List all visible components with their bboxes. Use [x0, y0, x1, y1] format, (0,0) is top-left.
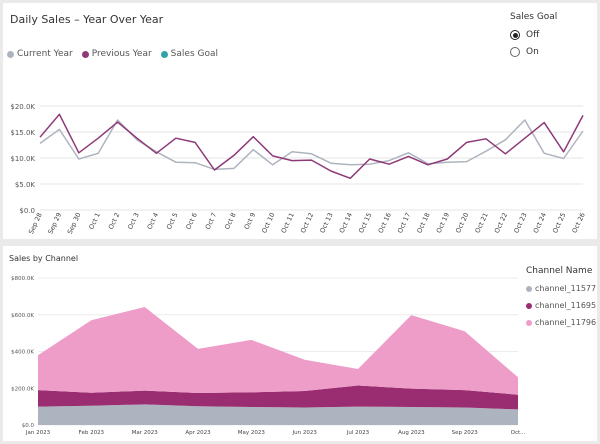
x-tick-label: Sep 30 — [66, 211, 83, 235]
x-tick-label: Oct 3 — [126, 211, 141, 230]
x-tick-label: Oct 17 — [396, 211, 412, 234]
legend-item-channel-11577[interactable]: channel_11577 — [526, 284, 596, 293]
x-tick-label: Aug 2023 — [398, 430, 425, 436]
x-tick-label: Oct 11 — [280, 211, 296, 234]
x-tick-label: Jul 2023 — [346, 430, 370, 436]
legend-dot-icon — [160, 50, 168, 58]
legend-label: Sales Goal — [170, 49, 218, 59]
x-tick-label: Oct 1 — [87, 211, 102, 230]
legend-label: Previous Year — [91, 49, 152, 59]
x-tick-label: Oct 7 — [204, 211, 219, 230]
y-tick-label: $800.0K — [11, 276, 34, 282]
x-tick-label: Oct 13 — [318, 211, 334, 234]
legend-item-sales-goal[interactable]: Sales Goal — [160, 49, 218, 59]
y-tick-label: $15.0K — [10, 129, 35, 137]
y-tick-label: $0.0 — [19, 207, 35, 215]
x-tick-label: Oct 12 — [299, 211, 315, 234]
legend-item-channel-11695[interactable]: channel_11695 — [526, 301, 596, 310]
x-tick-label: Oct 14 — [338, 211, 354, 234]
legend-dot-icon — [7, 50, 14, 58]
x-tick-label: Oct 26 — [570, 211, 586, 234]
channel-legend: Channel Name channel_11577 channel_11695… — [526, 266, 596, 335]
y-tick-label: $20.0K — [10, 103, 35, 111]
radio-selected-icon[interactable] — [510, 30, 520, 40]
x-tick-label: Oct 23 — [512, 211, 528, 234]
x-tick-label: Sep 2023 — [452, 430, 479, 436]
x-tick-label: Sep 29 — [46, 211, 63, 235]
x-tick-label: Oct 24 — [532, 211, 548, 234]
daily-sales-panel — [3, 3, 597, 239]
radio-unselected-icon[interactable] — [510, 47, 520, 57]
legend-label: channel_11796 — [535, 318, 597, 327]
x-tick-label: Apr 2023 — [185, 430, 211, 436]
y-tick-label: $0.0 — [22, 423, 35, 429]
x-tick-label: Feb 2023 — [79, 430, 105, 436]
legend-item-channel-11796[interactable]: channel_11796 — [526, 318, 596, 327]
legend-dot-icon — [526, 319, 532, 326]
x-tick-label: Oct 2 — [107, 211, 122, 230]
x-tick-label: May 2023 — [238, 430, 266, 436]
x-tick-label: Jun 2023 — [291, 430, 317, 436]
x-tick-label: Jan 2023 — [25, 430, 51, 436]
legend-label: Current Year — [17, 49, 73, 59]
x-tick-label: Oct 19 — [435, 211, 451, 234]
legend-dot-icon — [526, 285, 532, 292]
sales-by-channel-title: Sales by Channel — [9, 254, 79, 263]
legend-dot-icon — [526, 302, 532, 309]
x-tick-label: Oct 8 — [223, 211, 238, 230]
x-tick-label: Oct 20 — [454, 211, 470, 234]
x-tick-label: Oct 16 — [377, 211, 393, 234]
x-tick-label: Oct... — [511, 430, 526, 436]
legend-item-previous-year[interactable]: Previous Year — [81, 49, 152, 59]
sales-goal-option-off[interactable]: Off — [510, 28, 557, 42]
legend-dot-icon — [81, 50, 89, 58]
top-chart-legend: Current Year Previous Year Sales Goal — [7, 49, 218, 59]
y-tick-label: $400.0K — [11, 350, 34, 356]
x-tick-label: Oct 22 — [493, 211, 509, 234]
x-tick-label: Sep 28 — [27, 211, 44, 235]
x-tick-label: Oct 10 — [260, 211, 276, 234]
x-tick-label: Oct 9 — [243, 211, 258, 230]
x-tick-label: Oct 6 — [184, 211, 199, 230]
y-tick-label: $600.0K — [11, 313, 34, 319]
x-tick-label: Mar 2023 — [132, 430, 159, 436]
radio-label-on: On — [526, 47, 539, 57]
x-tick-label: Oct 25 — [551, 211, 567, 234]
sales-goal-toggle: Sales Goal Off On — [510, 12, 557, 62]
x-tick-label: Oct 18 — [415, 211, 431, 234]
series-line-current-year — [39, 119, 584, 171]
area-channel-11796 — [38, 307, 518, 395]
legend-item-current-year[interactable]: Current Year — [7, 49, 73, 59]
sales-goal-title: Sales Goal — [510, 12, 558, 22]
sales-goal-option-on[interactable]: On — [510, 45, 557, 59]
x-tick-label: Oct 5 — [165, 211, 180, 230]
y-tick-label: $10.0K — [10, 155, 35, 163]
legend-label: channel_11577 — [535, 284, 597, 293]
x-tick-label: Oct 21 — [473, 211, 489, 234]
channel-legend-title: Channel Name — [526, 266, 593, 276]
x-tick-label: Oct 4 — [146, 211, 161, 230]
radio-label-off: Off — [526, 30, 540, 40]
area-channel-11577 — [38, 404, 518, 425]
area-channel-11695 — [38, 385, 518, 410]
legend-label: channel_11695 — [535, 301, 597, 310]
series-line-previous-year — [39, 113, 584, 180]
x-tick-label: Oct 15 — [357, 211, 373, 234]
y-tick-label: $200.0K — [11, 386, 34, 392]
daily-sales-title: Daily Sales – Year Over Year — [10, 13, 164, 26]
y-tick-label: $5.0K — [15, 181, 36, 189]
